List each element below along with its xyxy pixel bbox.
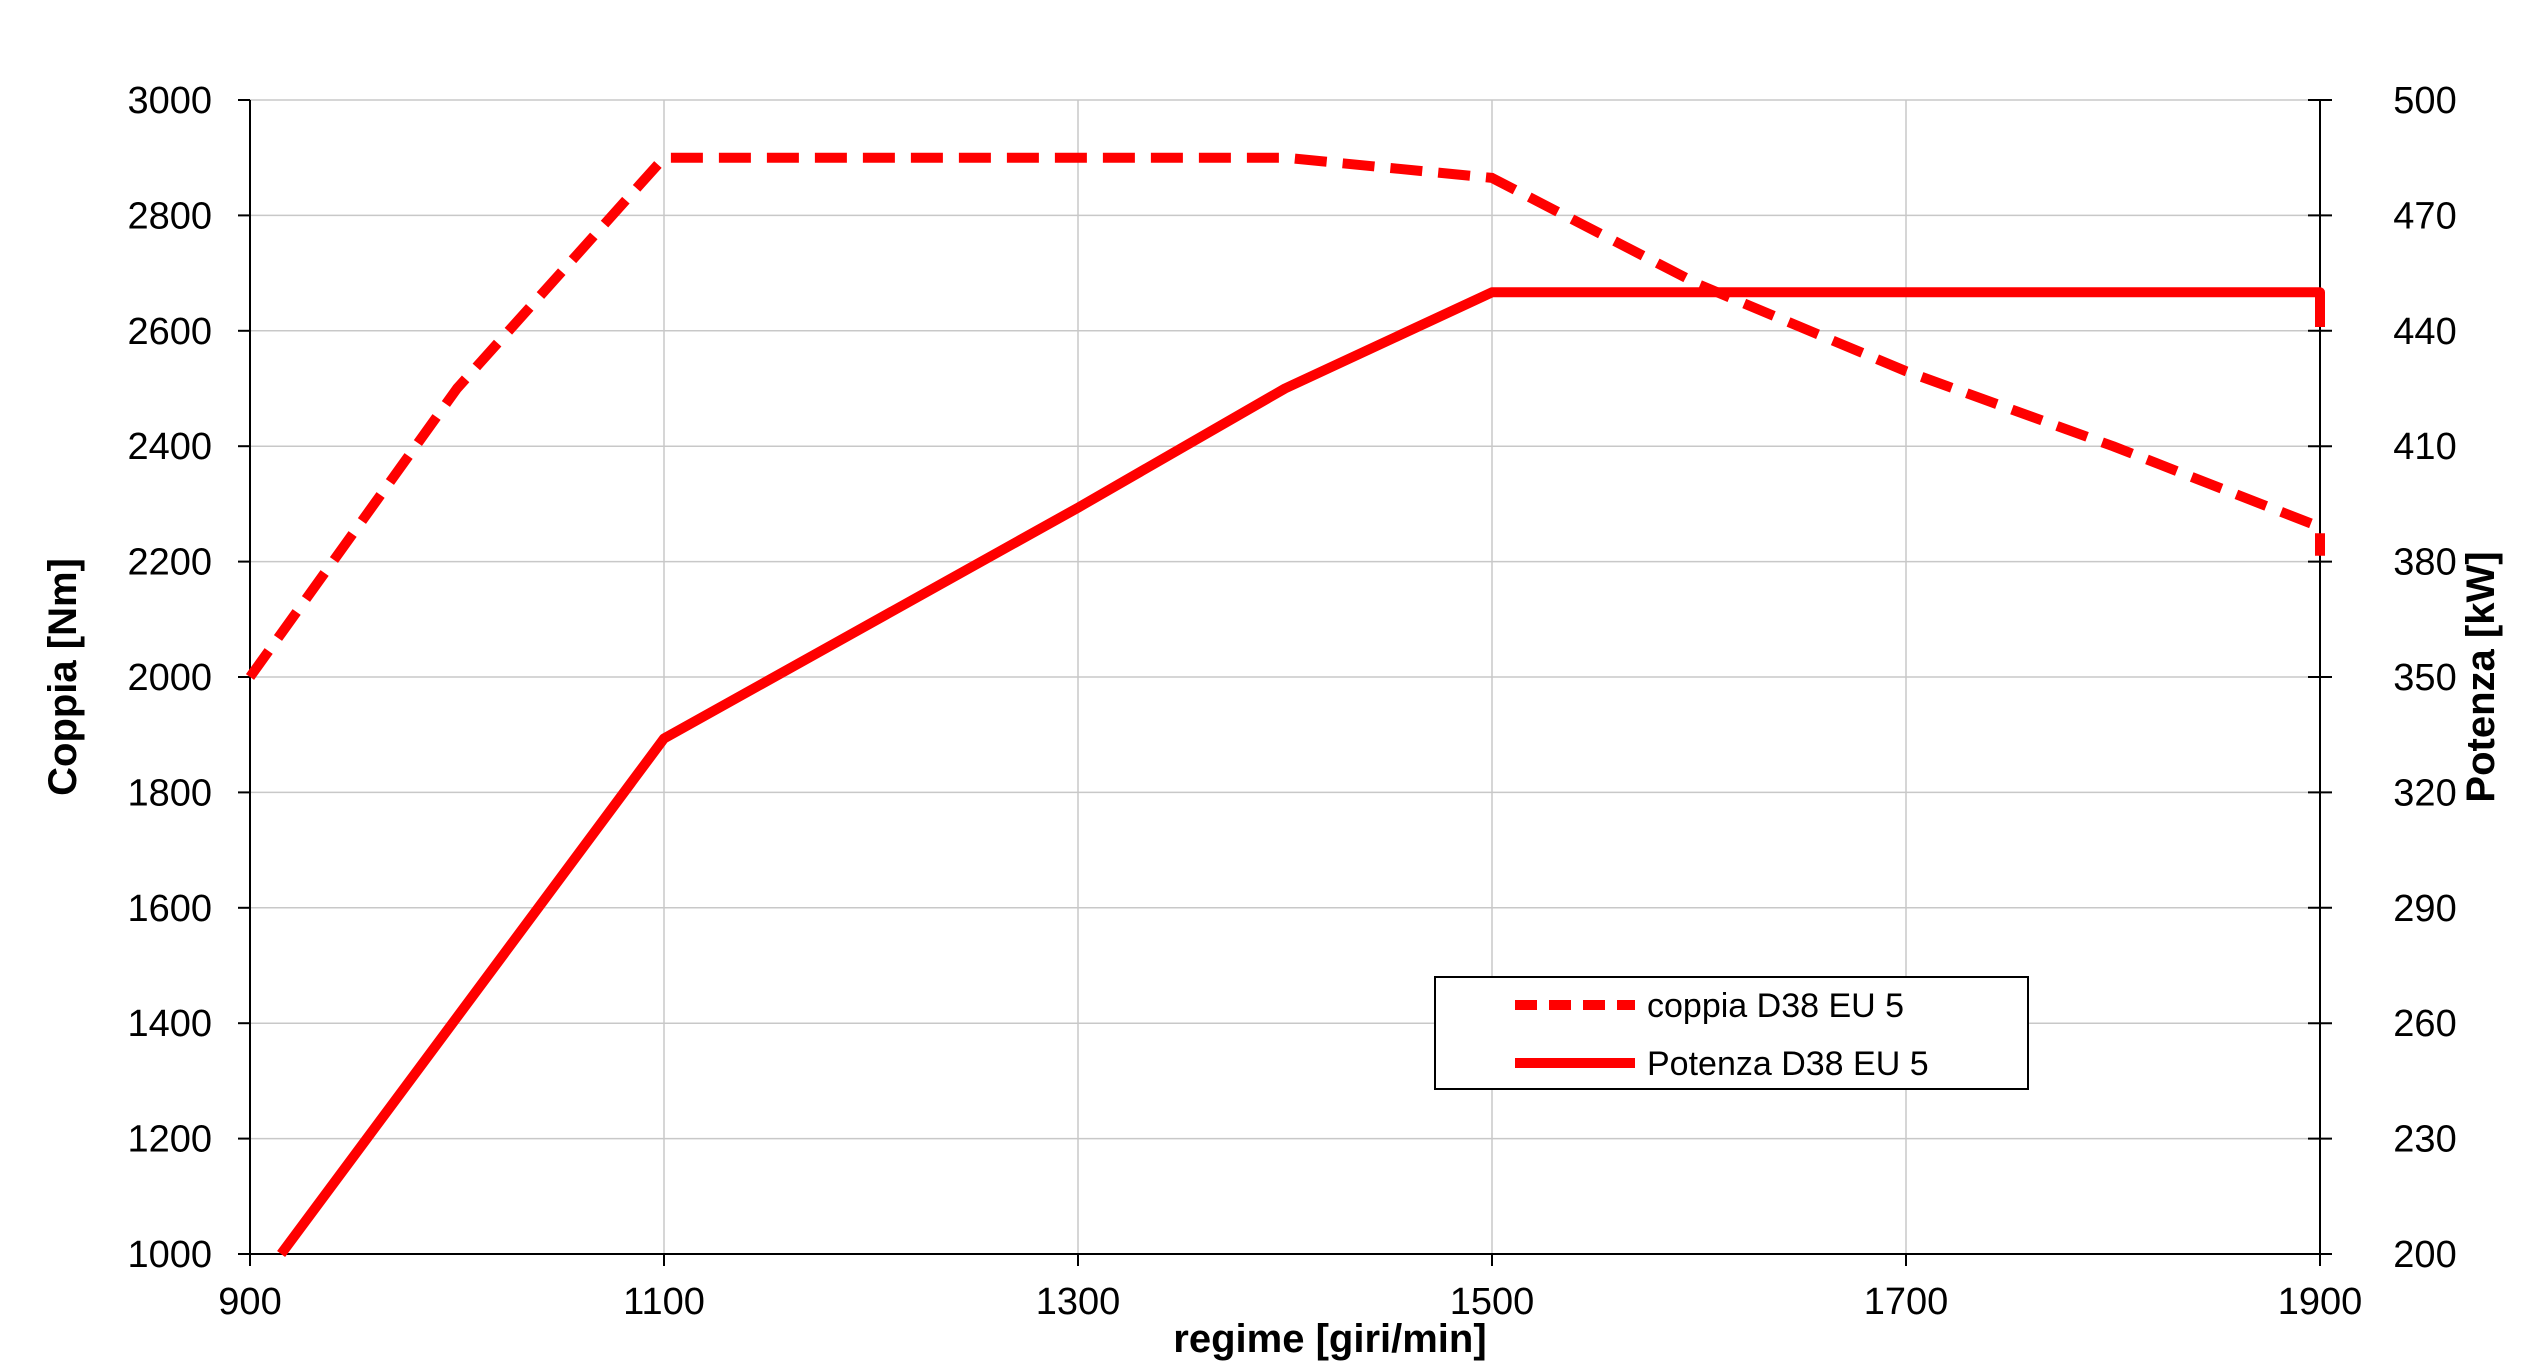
- y-left-tick-label: 1200: [127, 1119, 212, 1161]
- y-right-tick-label: 470: [2393, 195, 2456, 237]
- y-left-axis-title: Coppia [Nm]: [41, 558, 85, 796]
- y-right-tick-label: 350: [2393, 657, 2456, 699]
- y-left-tick-label: 3000: [127, 80, 212, 122]
- legend-label: Potenza D38 EU 5: [1647, 1045, 1929, 1083]
- x-tick-label: 1300: [1036, 1281, 1121, 1323]
- series-line-coppia: [245, 152, 2325, 680]
- y-left-tick-label: 2800: [127, 195, 212, 237]
- y-right-tick-label: 440: [2393, 311, 2456, 353]
- y-left-tick-label: 1000: [127, 1234, 212, 1276]
- y-right-tick-label: 290: [2393, 888, 2456, 930]
- series-layer: [245, 152, 2325, 1257]
- y-left-tick-label: 1800: [127, 772, 212, 814]
- y-left-tick-label: 2400: [127, 426, 212, 468]
- legend-box: [1434, 976, 2029, 1090]
- y-left-tick-label: 1400: [127, 1003, 212, 1045]
- y-left-tick-label: 1600: [127, 888, 212, 930]
- legend: coppia D38 EU 5 Potenza D38 EU 5: [1434, 976, 2029, 1090]
- x-tick-label: 1900: [2278, 1281, 2363, 1323]
- axes-layer: 900 1100 1300 1500 1700 1900 1000 1200 1400 1600 1…: [41, 80, 2503, 1361]
- y-right-tick-label: 260: [2393, 1003, 2456, 1045]
- y-right-tick-label: 380: [2393, 542, 2456, 584]
- legend-label: coppia D38 EU 5: [1647, 987, 1904, 1025]
- y-left-tick-label: 2600: [127, 311, 212, 353]
- y-right-axis-title: Potenza [kW]: [2459, 551, 2503, 802]
- y-right-tick-label: 410: [2393, 426, 2456, 468]
- y-right-tick-label: 320: [2393, 772, 2456, 814]
- x-tick-label: 1700: [1864, 1281, 1949, 1323]
- series-line-potenza: [277, 287, 2325, 1257]
- x-axis-title: regime [giri/min]: [1173, 1317, 1486, 1361]
- y-left-tick-label: 2200: [127, 542, 212, 584]
- x-tick-label: 1500: [1450, 1281, 1535, 1323]
- y-right-tick-label: 500: [2393, 80, 2456, 122]
- x-tick-label: 1100: [623, 1281, 705, 1323]
- y-right-tick-label: 230: [2393, 1119, 2456, 1161]
- x-tick-label: 900: [218, 1281, 281, 1323]
- y-right-tick-label: 200: [2393, 1234, 2456, 1276]
- y-left-tick-label: 2000: [127, 657, 212, 699]
